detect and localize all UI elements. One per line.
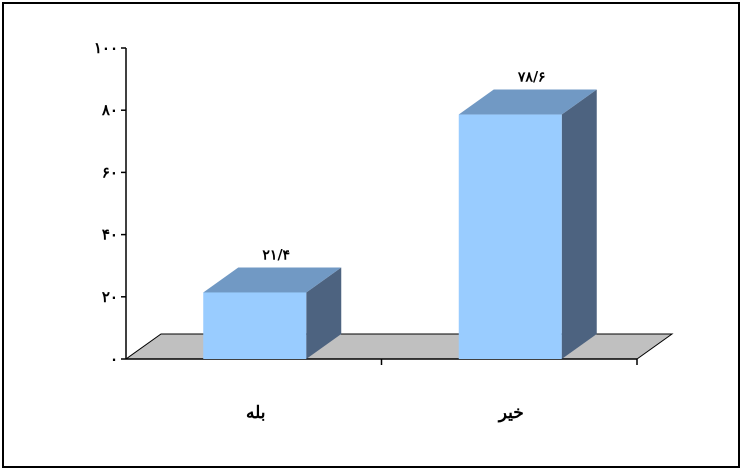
bar-side (306, 267, 342, 359)
y-tick-label: ۱۰۰ (94, 39, 118, 57)
bar-top (203, 267, 342, 293)
y-tick-label: ۲۰ (102, 288, 118, 306)
data-label: ۷۸/۶ (517, 70, 546, 86)
bar-front (458, 114, 562, 359)
y-tick-label: ۰ (110, 350, 118, 368)
x-category-label: خیر (497, 403, 524, 423)
bar (458, 89, 597, 359)
bar-front (203, 292, 307, 359)
y-tick-label: ۴۰ (102, 226, 118, 244)
bar-side (561, 89, 597, 359)
y-tick-label: ۶۰ (102, 163, 118, 181)
bar-top (458, 89, 597, 115)
x-category-label: بله (246, 403, 265, 423)
bar (203, 267, 342, 359)
data-label: ۲۱/۴ (262, 247, 290, 263)
y-tick-label: ۸۰ (101, 101, 118, 119)
